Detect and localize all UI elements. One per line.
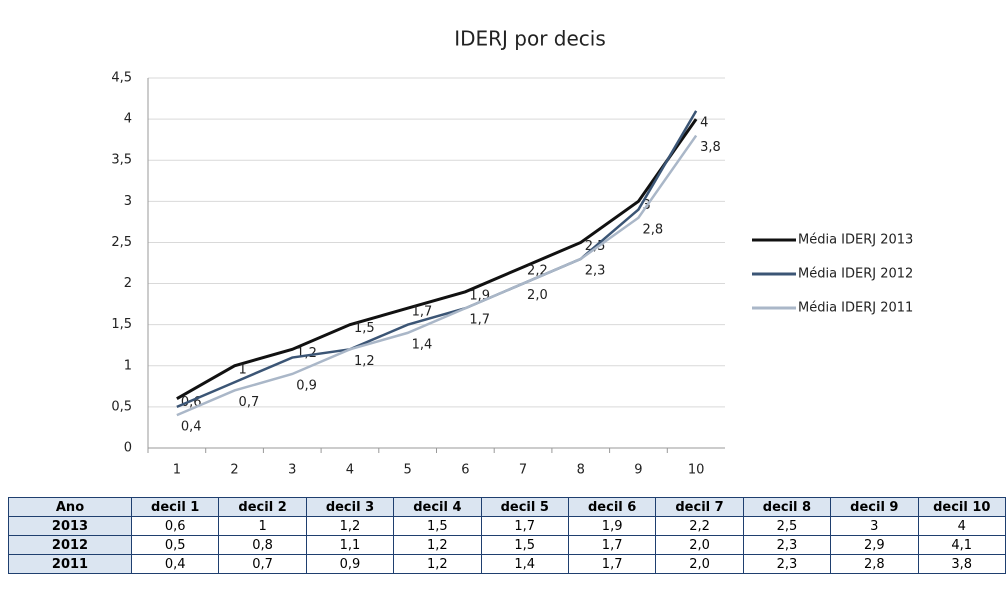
data-label: 1,2 — [354, 354, 375, 369]
table-row: 2012 0,5 0,8 1,1 1,2 1,5 1,7 2,0 2,3 2,9 4,1 — [8, 535, 1006, 555]
x-tick-label: 10 — [688, 463, 705, 478]
series-line — [176, 134, 698, 417]
table-cell: decil 3 — [305, 497, 395, 517]
table-cell: 1,7 — [480, 516, 569, 536]
data-label: 1,4 — [412, 337, 433, 352]
x-tick-label: 9 — [634, 463, 642, 478]
y-tick-label: 4 — [124, 112, 132, 127]
table-cell: 2,0 — [655, 554, 744, 574]
y-tick-label: 4,5 — [111, 71, 132, 86]
table-cell: 2,2 — [655, 516, 744, 536]
x-tick-label: 7 — [519, 463, 527, 478]
table-cell: 3,8 — [917, 554, 1006, 574]
chart: IDERJ por decis 0 0,5 1 1,5 2 2,5 3 3,5 4 4,5 1 2 3 4… — [111, 27, 913, 478]
data-label: 2,8 — [642, 222, 663, 237]
series-line — [176, 118, 698, 400]
y-tick-label: 1 — [124, 358, 132, 373]
y-tick-label: 2,5 — [111, 235, 132, 250]
y-tick-label: 0 — [124, 441, 132, 456]
table-cell: 2013 — [8, 516, 132, 536]
table-cell: decil 8 — [742, 497, 832, 517]
x-tick-label: 1 — [173, 463, 181, 478]
data-label: 0,4 — [181, 420, 202, 435]
y-tick-label: 1,5 — [111, 317, 132, 332]
table-cell: 4,1 — [917, 535, 1006, 555]
data-label: 0,7 — [239, 395, 260, 410]
data-label: 1 — [239, 362, 247, 377]
x-tick-label: 5 — [404, 463, 412, 478]
table-cell: 1,5 — [480, 535, 569, 555]
data-label: 0,9 — [296, 379, 317, 394]
legend-label: Média IDERJ 2011 — [798, 301, 913, 316]
data-label: 4 — [700, 116, 708, 131]
table-cell: 0,5 — [130, 535, 220, 555]
table-cell: 1,4 — [480, 554, 569, 574]
table-cell: 0,8 — [218, 535, 307, 555]
table-cell: 4 — [917, 516, 1006, 536]
legend-label: Média IDERJ 2012 — [798, 267, 913, 282]
x-tick-label: 6 — [461, 463, 469, 478]
table-cell: decil 1 — [130, 497, 220, 517]
y-tick-label: 3,5 — [111, 153, 132, 168]
data-label: 1,7 — [469, 313, 490, 328]
table-cell: 0,4 — [130, 554, 220, 574]
y-tick-label: 2 — [124, 276, 132, 291]
data-table: Ano decil 1 decil 2 decil 3 decil 4 decil 5 de… — [8, 497, 1006, 574]
table-cell: decil 5 — [480, 497, 569, 517]
legend-label: Média IDERJ 2013 — [798, 233, 913, 248]
table-cell: Ano — [8, 497, 132, 517]
table-cell: decil 6 — [567, 497, 657, 517]
table-cell: decil 7 — [655, 497, 744, 517]
table-cell: 1,1 — [305, 535, 395, 555]
table-cell: 1,5 — [393, 516, 482, 536]
chart-title: IDERJ por decis — [454, 27, 606, 51]
table-cell: 2,3 — [742, 535, 832, 555]
table-cell: decil 2 — [218, 497, 307, 517]
table-cell: 2,9 — [830, 535, 919, 555]
data-label: 2,0 — [527, 288, 548, 303]
table-cell: 1,7 — [567, 535, 657, 555]
table-cell: 0,7 — [218, 554, 307, 574]
table-cell: 2,5 — [742, 516, 832, 536]
table-cell: 2012 — [8, 535, 132, 555]
x-tick-label: 3 — [288, 463, 296, 478]
y-tick-label: 3 — [124, 194, 132, 209]
table-cell: 3 — [830, 516, 919, 536]
table-cell: 2,8 — [830, 554, 919, 574]
table-cell: 1 — [218, 516, 307, 536]
table-cell: 2,3 — [742, 554, 832, 574]
table-cell: 1,2 — [393, 535, 482, 555]
table-cell: 1,9 — [567, 516, 657, 536]
series-line — [176, 110, 698, 409]
y-tick-label: 0,5 — [111, 399, 132, 414]
table-cell: 1,2 — [305, 516, 395, 536]
table-cell: 0,9 — [305, 554, 395, 574]
table-cell: 2,0 — [655, 535, 744, 555]
data-label: 1,5 — [354, 321, 375, 336]
table-cell: 1,2 — [393, 554, 482, 574]
table-cell: 2011 — [8, 554, 132, 574]
x-tick-label: 8 — [577, 463, 585, 478]
data-label: 2,3 — [585, 263, 606, 278]
table-row: 2011 0,4 0,7 0,9 1,2 1,4 1,7 2,0 2,3 2,8 3,8 — [8, 554, 1006, 574]
table-row: Ano decil 1 decil 2 decil 3 decil 4 decil 5 de… — [8, 497, 1006, 517]
table-cell: 1,7 — [567, 554, 657, 574]
table-cell: decil 10 — [917, 497, 1006, 517]
table-cell: decil 9 — [830, 497, 919, 517]
table-row: 2013 0,6 1 1,2 1,5 1,7 1,9 2,2 2,5 3 4 — [8, 516, 1006, 536]
table-cell: 0,6 — [130, 516, 220, 536]
table-cell: decil 4 — [393, 497, 482, 517]
data-label: 1,7 — [412, 305, 433, 320]
data-label: 3,8 — [700, 140, 721, 155]
x-tick-label: 2 — [230, 463, 238, 478]
x-tick-label: 4 — [346, 463, 354, 478]
